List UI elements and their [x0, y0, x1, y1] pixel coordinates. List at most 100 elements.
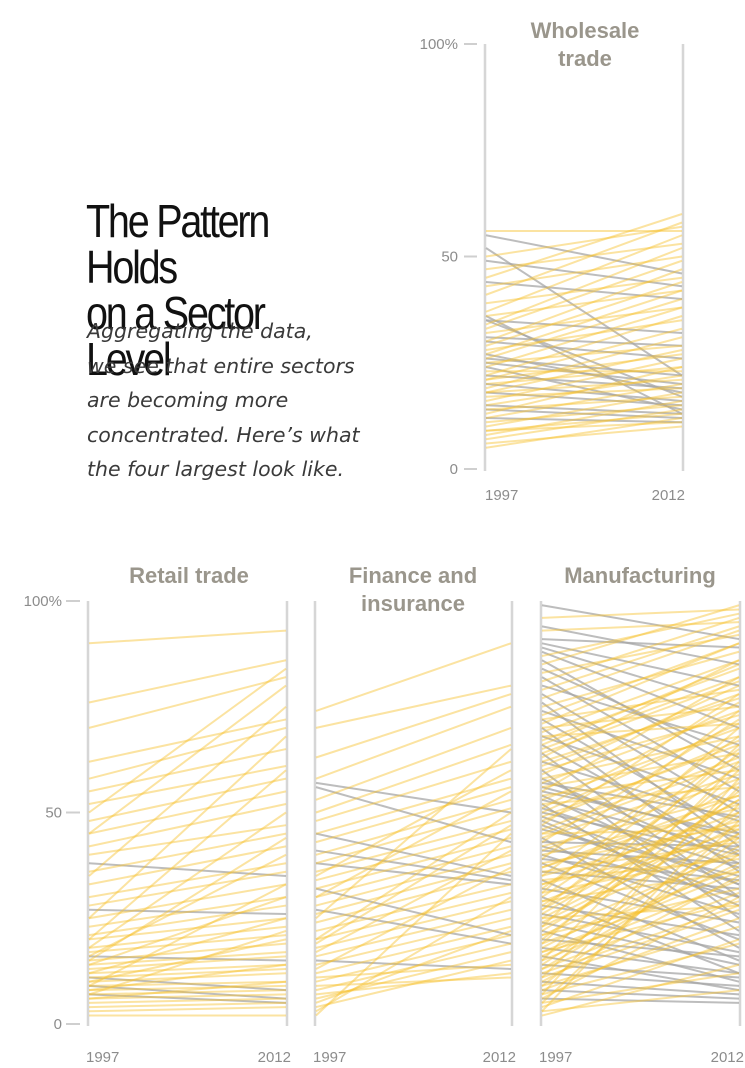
slope-line-increase	[485, 408, 683, 441]
slope-line-decrease	[485, 404, 683, 415]
slope-line-increase	[541, 744, 740, 928]
slope-line-increase	[485, 357, 683, 402]
slope-line-increase	[541, 896, 740, 1000]
slope-line-decrease	[315, 959, 512, 971]
slope-line-decrease	[541, 972, 740, 987]
slope-line-increase	[541, 786, 740, 979]
slope-line-increase	[541, 684, 740, 776]
slope-line-increase	[541, 815, 740, 920]
slope-line-increase	[88, 684, 287, 835]
slope-line-increase	[541, 760, 740, 835]
slope-line-increase	[541, 917, 740, 992]
slope-line-increase	[541, 752, 740, 911]
slope-line-increase	[485, 306, 683, 334]
slope-line-decrease	[88, 955, 287, 962]
slope-line-increase	[315, 862, 512, 915]
slope-line-increase	[485, 289, 683, 356]
slope-line-increase	[541, 777, 740, 996]
slope-line-decrease	[541, 997, 740, 1004]
slope-line-increase	[315, 951, 512, 1000]
slope-line-decrease	[541, 798, 740, 852]
slope-line-increase	[541, 769, 740, 797]
slope-line-increase	[541, 853, 740, 970]
slope-line-increase	[541, 862, 740, 958]
slope-line-increase	[541, 866, 740, 945]
slope-line-increase	[88, 735, 287, 919]
slope-line-decrease	[541, 667, 740, 759]
slope-line-increase	[315, 726, 512, 801]
slope-line-increase	[541, 832, 740, 928]
slope-line-increase	[485, 319, 683, 351]
slope-line-increase	[485, 425, 683, 445]
slope-line-increase	[88, 896, 287, 928]
slope-line-decrease	[485, 361, 683, 385]
slope-line-increase	[541, 798, 740, 915]
slope-line-decrease	[485, 391, 683, 407]
slope-line-decrease	[541, 803, 740, 932]
slope-line-increase	[315, 883, 512, 932]
slope-line-decrease	[485, 417, 683, 424]
slope-line-increase	[88, 896, 287, 966]
slope-line-increase	[88, 862, 287, 899]
slope-line-increase	[541, 989, 740, 1013]
slope-line-increase	[541, 743, 740, 818]
slope-line-decrease	[485, 234, 683, 275]
slope-line-increase	[315, 760, 512, 822]
slope-line-decrease	[485, 319, 683, 398]
tick-label: 0	[54, 1016, 62, 1033]
slope-line-increase	[485, 374, 683, 407]
slope-line-increase	[541, 828, 740, 903]
slope-line-increase	[541, 836, 740, 886]
subhead: Aggregating the data, we see that entire…	[87, 314, 387, 487]
slope-line-increase	[88, 997, 287, 1004]
panel-0: 100% 50 0 Wholesale trade 1997 2012	[420, 18, 685, 504]
slope-line-increase	[541, 748, 740, 890]
slope-line-increase	[88, 870, 287, 907]
slope-line-decrease	[541, 777, 740, 865]
slope-line-increase	[541, 726, 740, 801]
slope-line-increase	[541, 769, 740, 945]
slope-line-increase	[88, 837, 287, 962]
slope-line-increase	[88, 777, 287, 822]
slope-line-increase	[88, 968, 287, 979]
slope-line-increase	[541, 688, 740, 721]
subhead-line-1: Aggregating the data,	[87, 319, 313, 343]
slope-line-increase	[485, 268, 683, 343]
slope-line-increase	[485, 281, 683, 347]
slope-line-increase	[88, 917, 287, 941]
slope-line-increase	[315, 819, 512, 873]
subhead-line-5: the four largest look like.	[87, 457, 344, 481]
slope-line-increase	[88, 938, 287, 983]
slope-line-increase	[541, 667, 740, 742]
slope-line-increase	[541, 612, 740, 657]
slope-line-increase	[541, 633, 740, 674]
slope-line-decrease	[315, 832, 512, 877]
slope-line-decrease	[541, 946, 740, 975]
slope-line-increase	[315, 976, 512, 987]
slope-line-increase	[541, 786, 740, 806]
slope-line-decrease	[541, 904, 740, 937]
slope-line-increase	[541, 807, 740, 856]
panel-title: Wholesale	[531, 18, 640, 43]
slope-line-increase	[541, 663, 740, 746]
x-label-end: 2012	[711, 1049, 744, 1066]
x-label-end: 2012	[258, 1049, 291, 1066]
slope-line-decrease	[541, 718, 740, 835]
slope-line-increase	[88, 980, 287, 1000]
slope-line-decrease	[541, 929, 740, 983]
slope-line-increase	[541, 676, 740, 793]
slope-line-increase	[541, 908, 740, 979]
slope-line-increase	[485, 417, 683, 449]
slope-line-increase	[315, 900, 512, 949]
slope-line-decrease	[541, 781, 740, 818]
slope-line-increase	[88, 963, 287, 975]
slope-line-increase	[88, 676, 287, 729]
slope-line-increase	[88, 989, 287, 996]
slope-line-decrease	[541, 963, 740, 979]
slope-line-increase	[88, 883, 287, 987]
slope-line-increase	[88, 917, 287, 975]
slope-line-decrease	[485, 374, 683, 390]
slope-line-increase	[88, 963, 287, 992]
slope-line-increase	[541, 972, 740, 1004]
